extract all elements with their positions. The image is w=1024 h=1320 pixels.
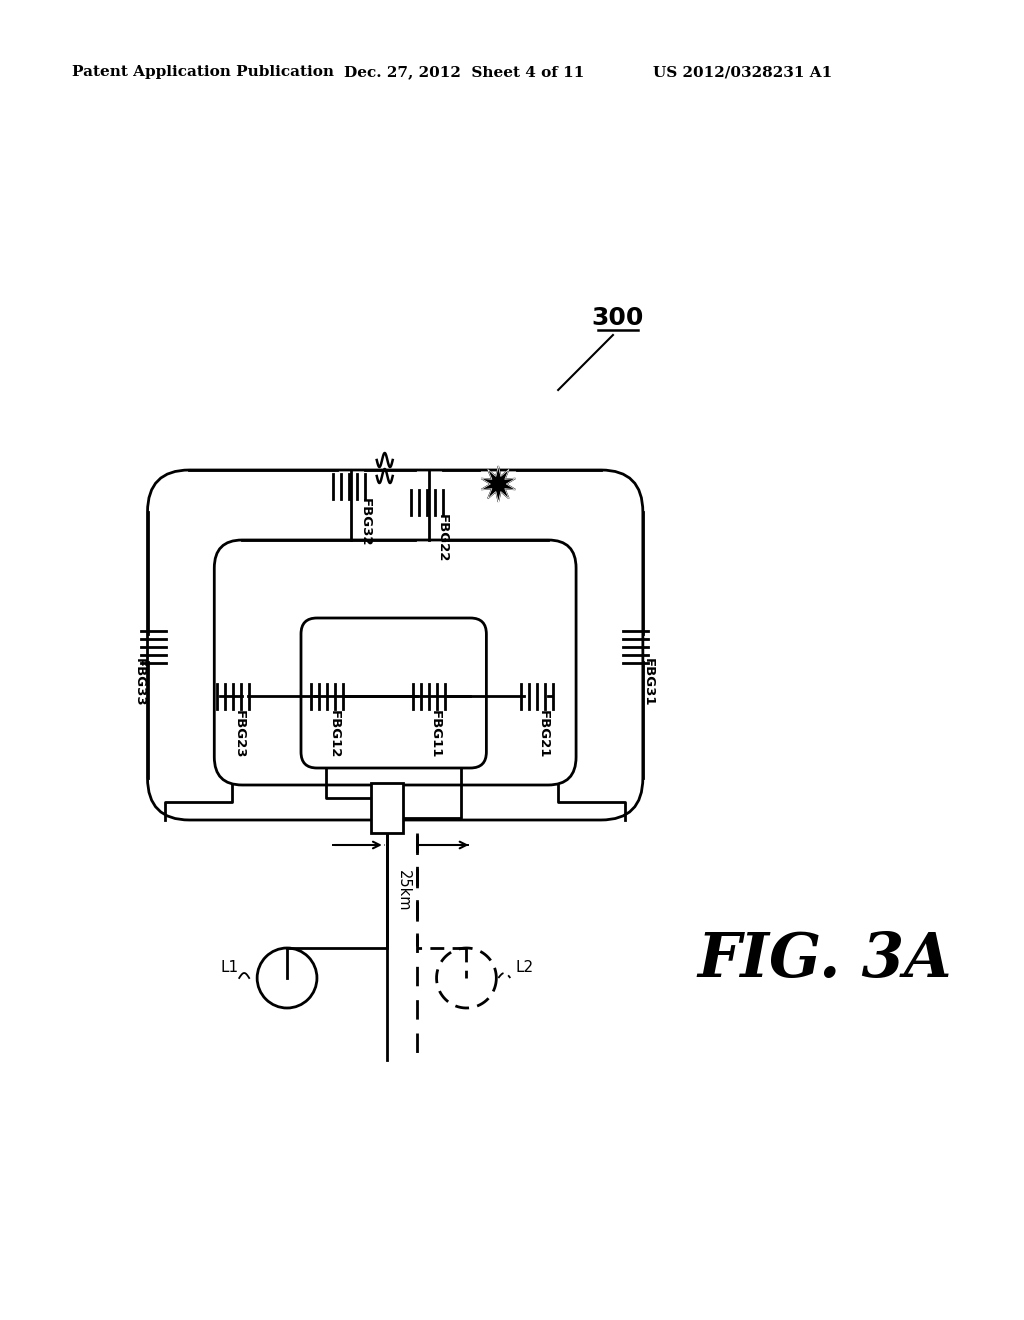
Text: L1: L1	[220, 961, 239, 975]
Text: FBG32: FBG32	[358, 498, 372, 546]
Text: US 2012/0328231 A1: US 2012/0328231 A1	[653, 65, 833, 79]
Text: FBG33: FBG33	[133, 657, 146, 706]
Polygon shape	[481, 466, 515, 502]
Text: FBG21: FBG21	[537, 710, 550, 759]
Text: L2: L2	[515, 961, 534, 975]
Text: Dec. 27, 2012  Sheet 4 of 11: Dec. 27, 2012 Sheet 4 of 11	[344, 65, 585, 79]
Text: FBG11: FBG11	[429, 710, 442, 759]
Bar	[371, 783, 402, 833]
Text: 25km: 25km	[396, 870, 412, 911]
Text: FBG31: FBG31	[641, 657, 654, 706]
Text: FBG12: FBG12	[328, 710, 340, 759]
Text: FBG23: FBG23	[232, 710, 246, 759]
Text: FIG. 3A: FIG. 3A	[697, 931, 952, 990]
Text: 300: 300	[592, 306, 644, 330]
Text: Patent Application Publication: Patent Application Publication	[72, 65, 334, 79]
Text: FBG22: FBG22	[436, 513, 450, 562]
